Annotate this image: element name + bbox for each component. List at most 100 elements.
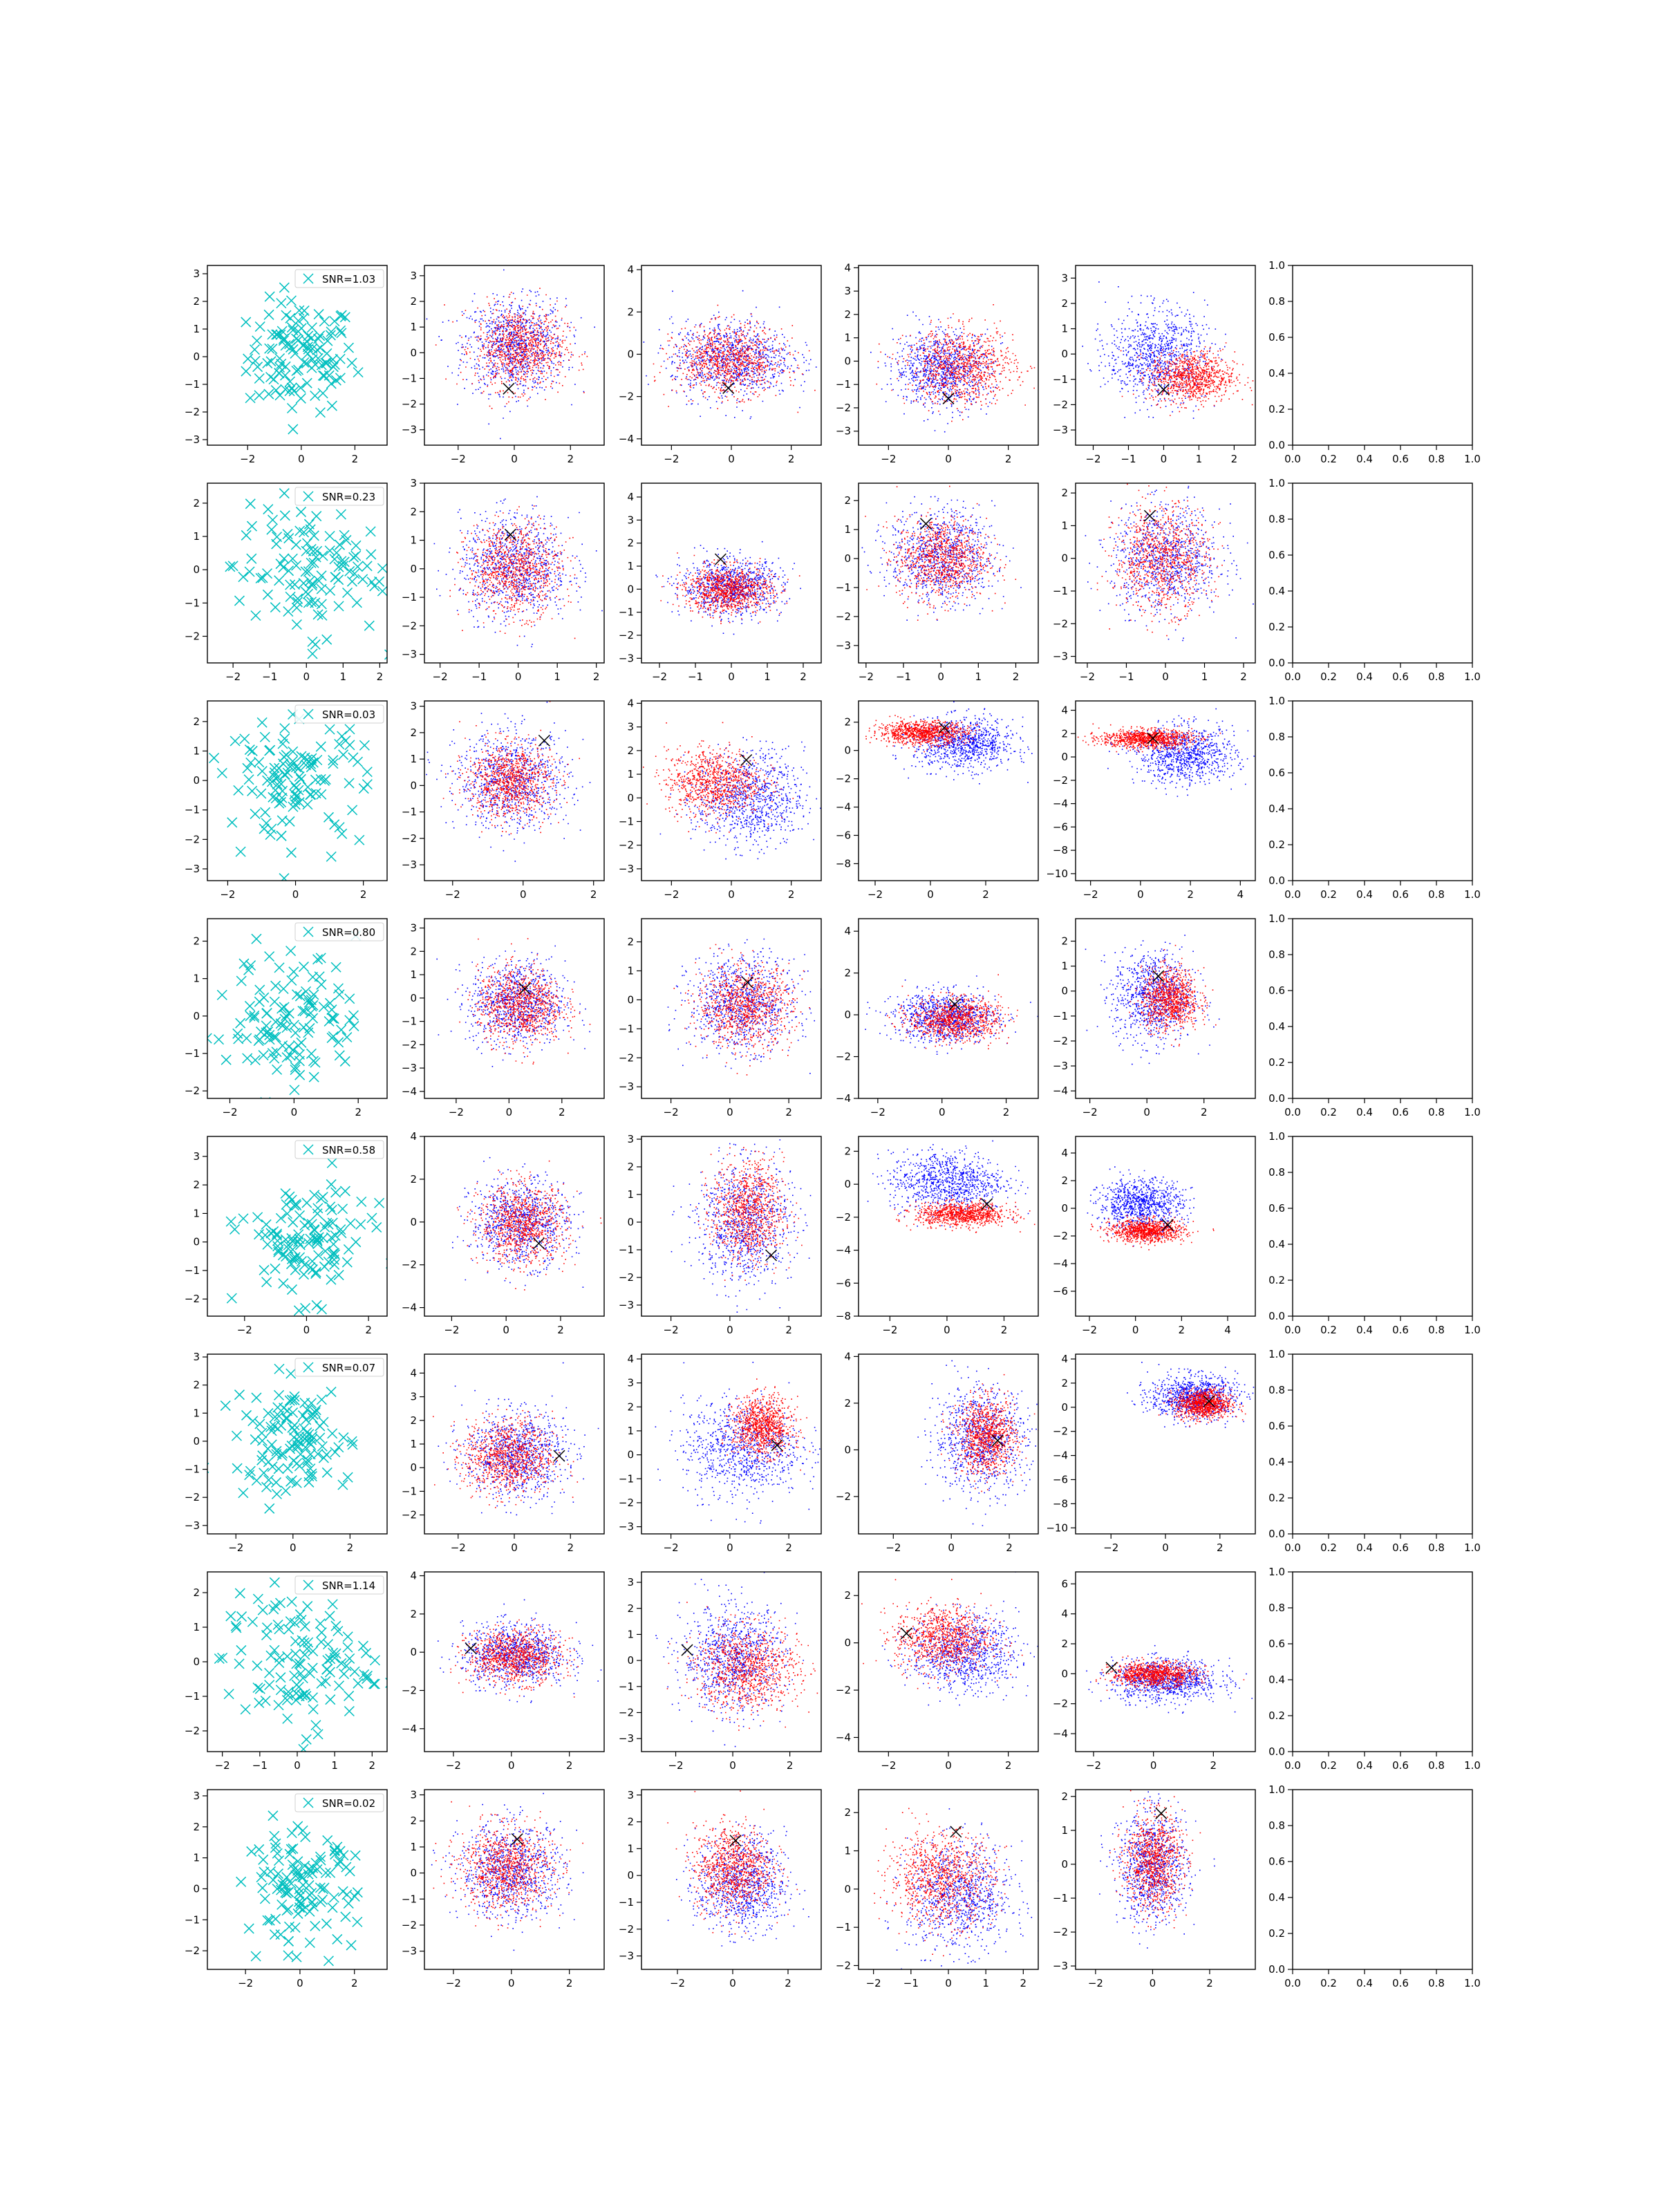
row0-signal-marker bbox=[292, 335, 304, 346]
row4-signal-marker bbox=[319, 1261, 330, 1272]
row6-signal-marker bbox=[269, 1644, 280, 1656]
row7-signal-marker bbox=[292, 1869, 303, 1880]
row6-signal-marker bbox=[397, 1671, 407, 1681]
row3-empty-ytick-label: 0.4 bbox=[1268, 1020, 1285, 1033]
row3-signal-marker bbox=[254, 984, 265, 995]
row5-signal-marker bbox=[263, 1474, 274, 1485]
row7-signal-marker bbox=[259, 1893, 270, 1904]
row7-signal-marker bbox=[325, 1867, 336, 1878]
row5-empty-xtick-label: 0.8 bbox=[1428, 1541, 1445, 1554]
row7-signal-marker bbox=[332, 1859, 344, 1870]
row3-signal-marker bbox=[348, 1020, 359, 1031]
row1-panel1-ytick-label: −1 bbox=[402, 591, 417, 603]
row0-signal-marker bbox=[329, 359, 340, 371]
row4-panel3-center-marker bbox=[981, 1198, 993, 1210]
row2-panel2-blue-point-set bbox=[659, 737, 821, 860]
row6-signal-marker bbox=[353, 1678, 364, 1689]
row1-panel3-xtick-label: −1 bbox=[896, 671, 911, 683]
row3-panel1-frame bbox=[424, 918, 605, 1099]
row4-panel3-blue-point-set bbox=[867, 1140, 1029, 1228]
row7-signal-marker bbox=[275, 1929, 286, 1940]
row1-panel2-red-points bbox=[660, 552, 800, 624]
row7-panel1: −2 0 2 −3 −2 −1 0 1 2 3 bbox=[402, 1789, 605, 1989]
row4-panel4-xtick-label: −2 bbox=[1082, 1324, 1097, 1336]
row1-panel1-ytick-label: −2 bbox=[402, 619, 417, 632]
row0-signal-marker bbox=[285, 295, 297, 306]
row2-panel4-ytick-label: 2 bbox=[1061, 727, 1068, 740]
row5-signal-marker bbox=[346, 1436, 357, 1447]
row0-signal-marker bbox=[330, 375, 341, 386]
row7-panel2-xtick-label: 0 bbox=[729, 1977, 736, 1989]
row0-signal-xtick-label: 2 bbox=[352, 453, 359, 465]
row5-signal-marker bbox=[270, 1412, 281, 1423]
row2-empty-ytick-label: 0.4 bbox=[1268, 803, 1285, 815]
row7-signal-marker bbox=[246, 1846, 257, 1857]
row3-signal-marker bbox=[297, 1005, 308, 1017]
row2-signal-marker bbox=[216, 767, 227, 778]
row1-signal-marker bbox=[285, 591, 296, 602]
row7-signal-marker bbox=[292, 1856, 303, 1867]
row3-signal-ytick-label: −1 bbox=[185, 1047, 200, 1060]
row3-signal-marker bbox=[288, 1020, 299, 1031]
row3-signal-marker bbox=[281, 1010, 292, 1022]
row0-signal-marker bbox=[276, 326, 288, 337]
row5-empty-ytick-label: 0.2 bbox=[1268, 1492, 1285, 1504]
row5-signal-marker bbox=[263, 1408, 274, 1419]
row6-signal-marker bbox=[299, 1649, 310, 1660]
row0-panel3-frame bbox=[858, 265, 1039, 446]
row2-panel2-ytick-label: 2 bbox=[627, 744, 634, 757]
row3-signal-marker bbox=[332, 983, 344, 994]
row0-signal-marker bbox=[274, 353, 285, 364]
row2-signal-marker bbox=[347, 805, 358, 816]
row2-panel4-ytick-label: −2 bbox=[1053, 774, 1068, 787]
row5-signal-marker bbox=[318, 1452, 329, 1463]
row3-panel2-ytick-label: 1 bbox=[627, 964, 634, 977]
row5-signal-markers bbox=[207, 1363, 358, 1514]
row1-empty-panel: 0.0 0.2 0.4 0.6 0.8 1.0 0.0 0.2 0.4 0.6 0.8 1.0 bbox=[1268, 477, 1481, 683]
row0-signal-marker bbox=[275, 329, 286, 340]
row0-signal-marker bbox=[276, 298, 287, 309]
row0-panel2-xtick-label: 2 bbox=[788, 453, 795, 465]
row0-panel1-xtick-label: −2 bbox=[451, 453, 466, 465]
row2-panel2-ytick-label: 0 bbox=[627, 791, 634, 804]
row7-empty-frame bbox=[1292, 1789, 1473, 1970]
row5-signal-marker bbox=[315, 1432, 326, 1443]
row3-empty-frame bbox=[1292, 918, 1473, 1099]
row3-signal-marker bbox=[334, 989, 345, 1000]
row5-panel3-frame bbox=[858, 1353, 1039, 1535]
row4-signal-marker bbox=[277, 1250, 288, 1261]
row2-signal-marker bbox=[328, 755, 339, 766]
row2-panel4-ytick-label: −8 bbox=[1053, 844, 1068, 856]
row0-signal-marker bbox=[291, 365, 302, 377]
row0-signal-xtick-label: 0 bbox=[298, 453, 305, 465]
row2-signal-marker bbox=[344, 778, 355, 789]
row1-signal-marker bbox=[311, 511, 322, 522]
row6-signal-marker bbox=[282, 1713, 293, 1724]
row6-empty-ytick-label: 0.8 bbox=[1268, 1602, 1285, 1614]
row1-signal-markers bbox=[225, 488, 387, 660]
row7-panel4-ytick-label: −2 bbox=[1053, 1926, 1068, 1938]
row4-signal-marker bbox=[285, 1259, 297, 1270]
row2-signal-marker bbox=[299, 752, 310, 763]
row0-signal-legend: SNR=1.03 bbox=[294, 269, 384, 288]
row0-panel4-xtick-label: −2 bbox=[1085, 453, 1100, 465]
row3-panel2-xtick-label: 0 bbox=[727, 1106, 733, 1118]
row1-signal-marker bbox=[317, 610, 328, 621]
row4-signal-marker bbox=[315, 1193, 326, 1204]
row2-signal-ytick-label: −1 bbox=[185, 804, 200, 816]
row7-panel1-ytick-label: 2 bbox=[410, 1815, 417, 1827]
row4-panel3-ytick-label: −6 bbox=[836, 1277, 851, 1289]
row4-signal-marker bbox=[254, 1229, 265, 1240]
row2-panel3-xtick-label: 2 bbox=[982, 888, 989, 901]
row5-panel4-xtick-label: 0 bbox=[1162, 1541, 1169, 1554]
row4-empty-xtick-label: 0.0 bbox=[1284, 1324, 1301, 1336]
row1-panel2-ytick-label: −1 bbox=[619, 606, 634, 619]
row3-signal-marker bbox=[221, 1054, 232, 1065]
row1-panel1-red-point-set bbox=[449, 505, 579, 639]
row0-signal-marker bbox=[319, 316, 330, 327]
row7-panel1-blue-point-set bbox=[431, 1792, 584, 1951]
row6-signal-marker bbox=[270, 1600, 281, 1611]
row2-panel2-red-points bbox=[643, 722, 794, 834]
row7-signal-marker bbox=[268, 1810, 279, 1821]
row1-panel2-ytick-label: 4 bbox=[627, 491, 634, 503]
